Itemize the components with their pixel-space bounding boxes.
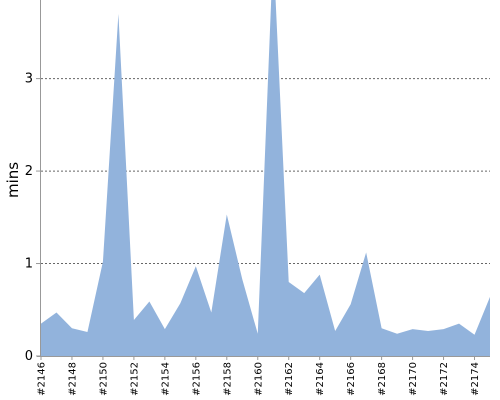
x-tick-label: #2158 — [222, 362, 233, 396]
x-tick-labels: #2146 #2148 #2150 #2152 #2154 #2156 #2158 #2160… — [37, 356, 481, 396]
x-tick-label: #2146 — [37, 362, 48, 396]
y-tick-label: 3 — [25, 72, 33, 87]
x-tick-label: #2156 — [191, 362, 202, 396]
x-tick-label: #2162 — [284, 362, 295, 396]
x-tick-label: #2164 — [315, 362, 326, 396]
y-tick-label: 0 — [25, 349, 33, 364]
x-tick-label: #2168 — [377, 362, 388, 396]
area-fill — [41, 0, 490, 356]
x-tick-label: #2148 — [67, 362, 78, 396]
y-tick-label: 2 — [25, 164, 33, 179]
area-series — [41, 0, 490, 356]
x-tick-label: #2170 — [408, 362, 419, 396]
x-tick-label: #2152 — [129, 362, 140, 396]
axes — [37, 0, 490, 357]
x-tick-label: #2174 — [470, 362, 481, 396]
y-tick-labels: 0 1 2 3 — [25, 72, 41, 364]
y-tick-label: 1 — [25, 257, 33, 272]
x-tick-label: #2160 — [253, 362, 264, 396]
x-tick-label: #2150 — [98, 362, 109, 396]
x-tick-label: #2166 — [346, 362, 357, 396]
y-axis-label: mins — [4, 162, 22, 198]
x-tick-label: #2154 — [160, 362, 171, 396]
x-tick-label: #2172 — [439, 362, 450, 396]
